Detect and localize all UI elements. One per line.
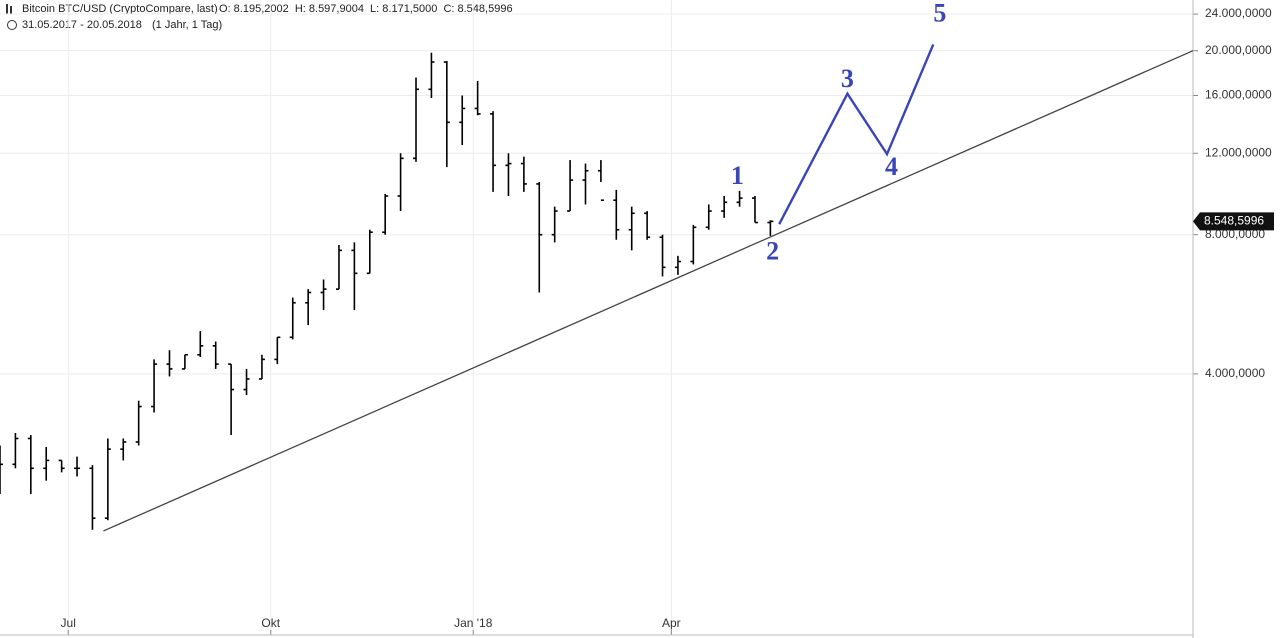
x-tick-label: Jul <box>61 616 76 630</box>
x-tick-label: Apr <box>662 616 681 630</box>
icon <box>6 4 8 14</box>
ohlc-header: O: 8.195,2002 H: 8.597,9004 L: 8.171,500… <box>219 3 513 15</box>
icon <box>10 6 12 14</box>
subtitle: 31.05.2017 - 20.05.2018 <box>22 19 142 31</box>
wave-label: 2 <box>766 236 779 265</box>
wave-label: 1 <box>731 161 744 190</box>
last-price-tag <box>1193 212 1274 231</box>
trendline <box>103 50 1194 532</box>
x-tick-label: Jan '18 <box>454 616 493 630</box>
x-tick-label: Okt <box>261 616 280 630</box>
y-tick-label: 20.000,0000 <box>1205 43 1272 57</box>
wave-label: 5 <box>933 0 946 28</box>
y-tick-label: 4.000,0000 <box>1205 366 1265 380</box>
clock-icon <box>7 20 17 30</box>
chart-title: Bitcoin BTC/USD (CryptoCompare, last) <box>22 3 218 15</box>
wave-label: 3 <box>841 64 854 93</box>
wave-label: 4 <box>885 152 898 181</box>
last-price-label: 8.548,5996 <box>1204 214 1264 228</box>
y-tick-label: 12.000,0000 <box>1205 145 1272 159</box>
period: (1 Jahr, 1 Tag) <box>152 19 222 31</box>
header: Bitcoin BTC/USD (CryptoCompare, last) O:… <box>6 3 513 31</box>
wave-path <box>778 43 935 225</box>
y-tick-label: 16.000,0000 <box>1205 88 1272 102</box>
y-tick-label: 24.000,0000 <box>1205 6 1272 20</box>
